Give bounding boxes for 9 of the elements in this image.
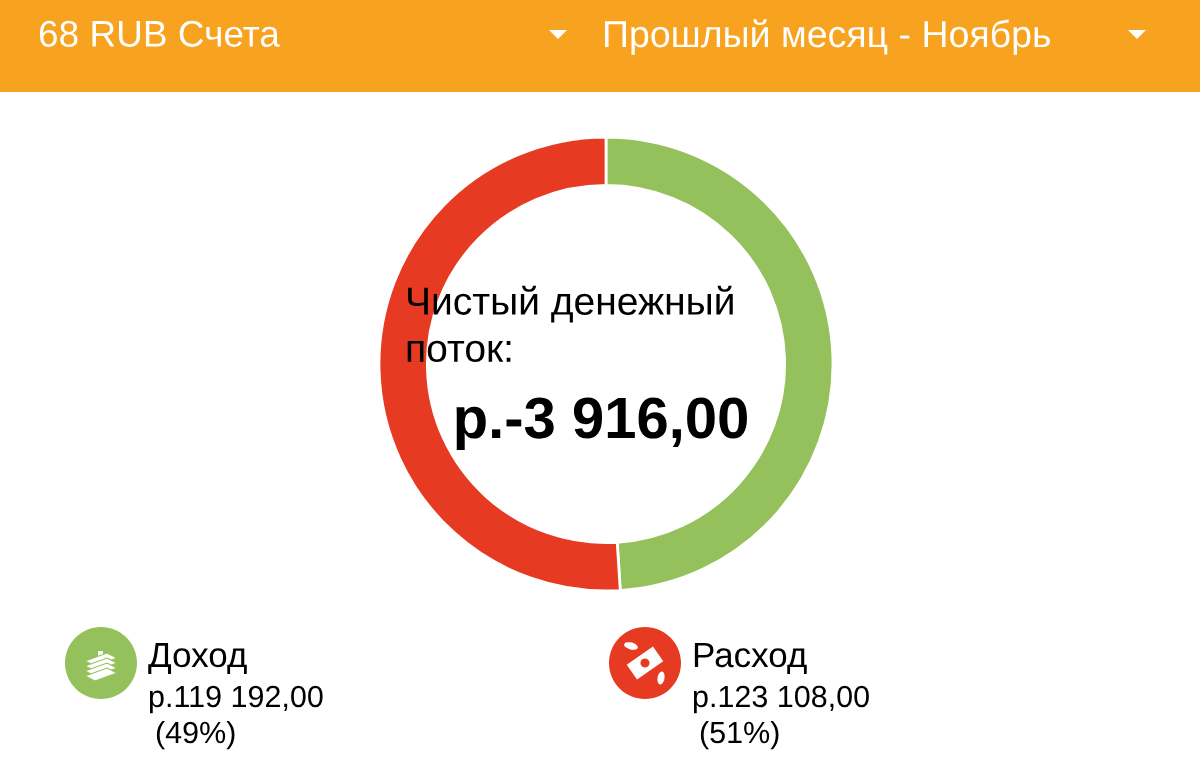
text: р.123 108,00 [693,685,869,714]
legend-label: Расход [694,642,807,674]
text: р.-3 916,00 [456,397,747,451]
chart-title: 68 RUB Счета [39,20,280,47]
text: (51%) [700,720,779,750]
legend-label: Доход [148,642,247,674]
text: (49%) [156,720,235,750]
chart-subtitle: Прошлый месяц - Ноябрь [605,19,1051,55]
text: р.119 192,00 [149,685,323,714]
